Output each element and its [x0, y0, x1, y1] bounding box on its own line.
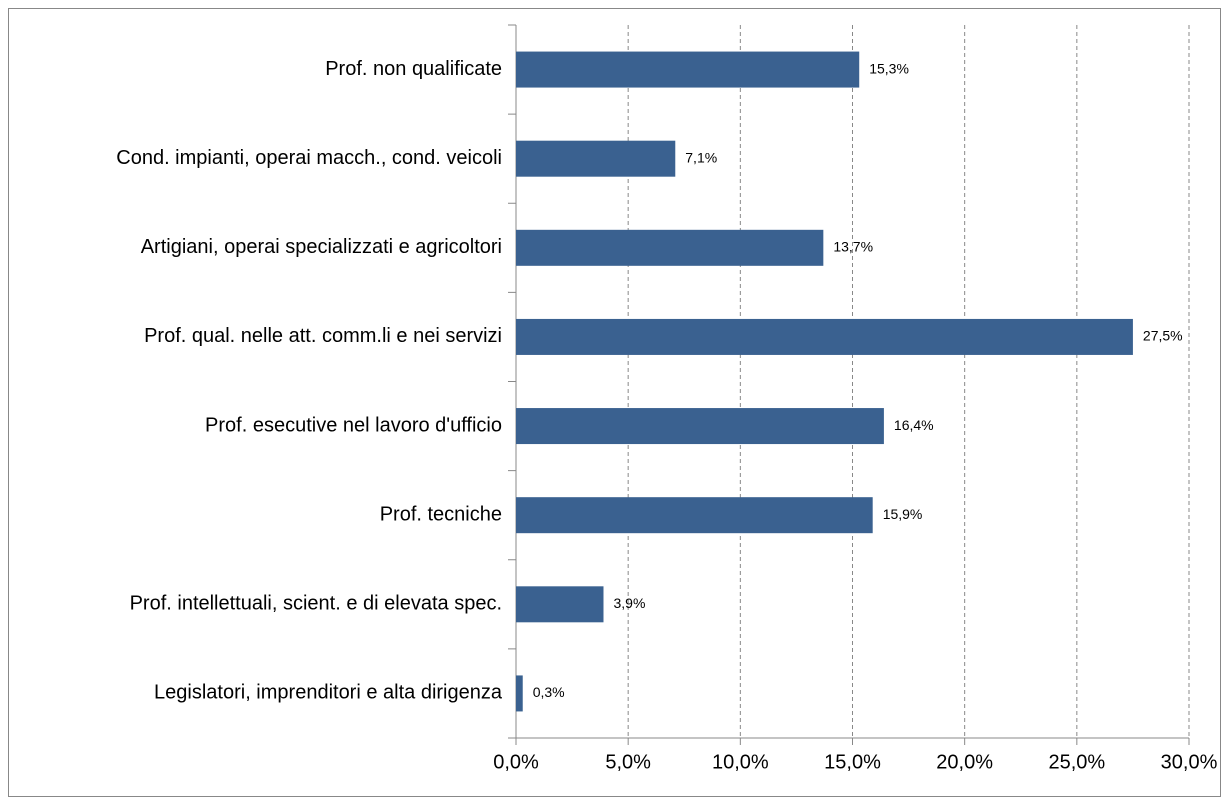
y-tick-label: Cond. impianti, operai macch., cond. vei…	[116, 147, 502, 169]
value-label: 27,5%	[1143, 328, 1183, 344]
bar	[516, 675, 523, 712]
x-tick-label: 0,0%	[493, 751, 539, 773]
value-label: 0,3%	[533, 684, 565, 700]
bar	[516, 586, 604, 623]
y-tick-label: Artigiani, operai specializzati e agrico…	[141, 236, 502, 258]
bar	[516, 51, 860, 88]
x-tick-label: 30,0%	[1161, 751, 1218, 773]
bar	[516, 497, 873, 534]
y-tick-label: Prof. esecutive nel lavoro d'ufficio	[205, 414, 502, 436]
x-tick-label: 15,0%	[824, 751, 881, 773]
bar	[516, 140, 676, 177]
value-label: 3,9%	[613, 595, 645, 611]
y-tick-label: Prof. qual. nelle att. comm.li e nei ser…	[144, 325, 502, 347]
value-label: 16,4%	[894, 417, 934, 433]
x-tick-label: 10,0%	[712, 751, 769, 773]
bar	[516, 229, 824, 266]
x-tick-label: 20,0%	[936, 751, 993, 773]
bar	[516, 318, 1133, 355]
value-label: 13,7%	[833, 239, 873, 255]
chart-border	[8, 8, 1221, 797]
value-label: 15,9%	[883, 506, 923, 522]
value-label: 15,3%	[869, 60, 909, 76]
y-tick-label: Prof. tecniche	[380, 503, 502, 525]
bar	[516, 408, 884, 445]
y-tick-label: Prof. non qualificate	[325, 58, 502, 80]
x-tick-label: 25,0%	[1048, 751, 1105, 773]
y-tick-label: Prof. intellettuali, scient. e di elevat…	[130, 593, 502, 615]
y-tick-label: Legislatori, imprenditori e alta dirigen…	[154, 682, 503, 704]
x-tick-label: 5,0%	[605, 751, 651, 773]
value-label: 7,1%	[685, 149, 717, 165]
